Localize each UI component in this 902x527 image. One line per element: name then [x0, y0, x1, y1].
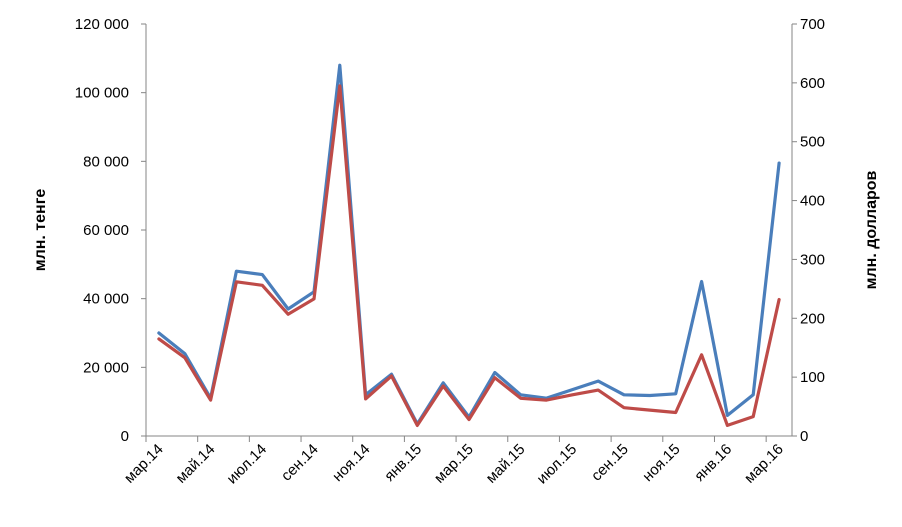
chart-series — [157, 63, 781, 427]
x-tick-label: мар.15 — [431, 441, 477, 487]
right-y-tick-label: 100 — [800, 369, 825, 386]
x-tick-label: ноя.14 — [329, 441, 373, 485]
left-axis-title: млн. тенге — [32, 189, 49, 272]
right-y-tick-label: 700 — [800, 16, 825, 33]
series-line-right-axis — [157, 84, 781, 427]
right-y-tick-label: 0 — [800, 428, 808, 445]
right-y-tick-label: 300 — [800, 251, 825, 268]
right-y-axis-ticks: 0 100 200 300 400 500 600 700 — [792, 16, 825, 445]
right-y-tick-label: 600 — [800, 75, 825, 92]
x-tick-label: июл.14 — [224, 441, 271, 488]
x-tick-label: мар.14 — [121, 441, 167, 487]
left-y-tick-label: 40 000 — [83, 291, 129, 308]
series-line-left-axis — [157, 63, 781, 426]
left-y-tick-label: 60 000 — [83, 222, 129, 239]
x-tick-label: янв.16 — [691, 441, 735, 485]
x-tick-label: сен.14 — [278, 441, 322, 485]
left-y-tick-label: 20 000 — [83, 359, 129, 376]
x-axis-ticks: мар.14 май.14 июл.14 сен.14 ноя.14 янв.15 мар.… — [121, 436, 787, 487]
right-y-tick-label: 500 — [800, 134, 825, 151]
x-tick-label: июл.15 — [534, 441, 581, 488]
x-tick-label: сен.15 — [588, 441, 632, 485]
x-tick-label: ноя.15 — [639, 441, 683, 485]
left-y-tick-label: 80 000 — [83, 153, 129, 170]
left-y-tick-label: 120 000 — [75, 16, 129, 33]
right-axis-title: млн. долларов — [863, 170, 880, 289]
x-tick-label: май.14 — [173, 441, 219, 487]
x-tick-label: май.15 — [483, 441, 529, 487]
left-y-axis-ticks: 0 20 000 40 000 60 000 80 000 100 000 120 000 — [75, 16, 146, 445]
chart-axes — [145, 24, 793, 437]
left-y-tick-label: 0 — [121, 428, 129, 445]
right-y-tick-label: 400 — [800, 193, 825, 210]
left-y-tick-label: 100 000 — [75, 85, 129, 102]
x-tick-label: мар.16 — [741, 441, 787, 487]
right-y-tick-label: 200 — [800, 310, 825, 327]
x-tick-label: янв.15 — [381, 441, 425, 485]
